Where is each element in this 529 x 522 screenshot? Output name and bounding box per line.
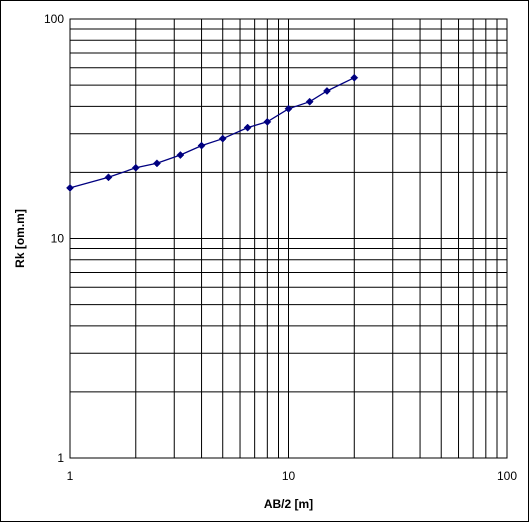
data-point [243, 123, 252, 132]
x-tick-label: 1 [67, 469, 74, 483]
grid-lines [69, 19, 507, 459]
x-axis-title: AB/2 [m] [264, 497, 313, 511]
y-tick-label: 10 [51, 232, 65, 246]
data-point [263, 117, 272, 126]
y-tick-label: 100 [44, 12, 64, 26]
series-line [69, 77, 355, 189]
plot-area [69, 18, 508, 459]
data-point [350, 73, 359, 82]
x-tick-label: 10 [282, 469, 296, 483]
data-point [284, 104, 293, 113]
y-axis-title: Rk [om.m] [13, 209, 27, 268]
data-point [66, 183, 74, 192]
data-point [176, 151, 185, 159]
data-point [197, 141, 206, 150]
data-point [305, 97, 314, 106]
x-tick-label: 100 [497, 469, 517, 483]
data-point [131, 163, 140, 172]
data-point [323, 87, 331, 95]
data-point [218, 134, 227, 143]
y-tick-label: 1 [57, 451, 64, 465]
series-group [66, 73, 359, 192]
data-point [104, 173, 113, 182]
data-point [152, 159, 161, 168]
